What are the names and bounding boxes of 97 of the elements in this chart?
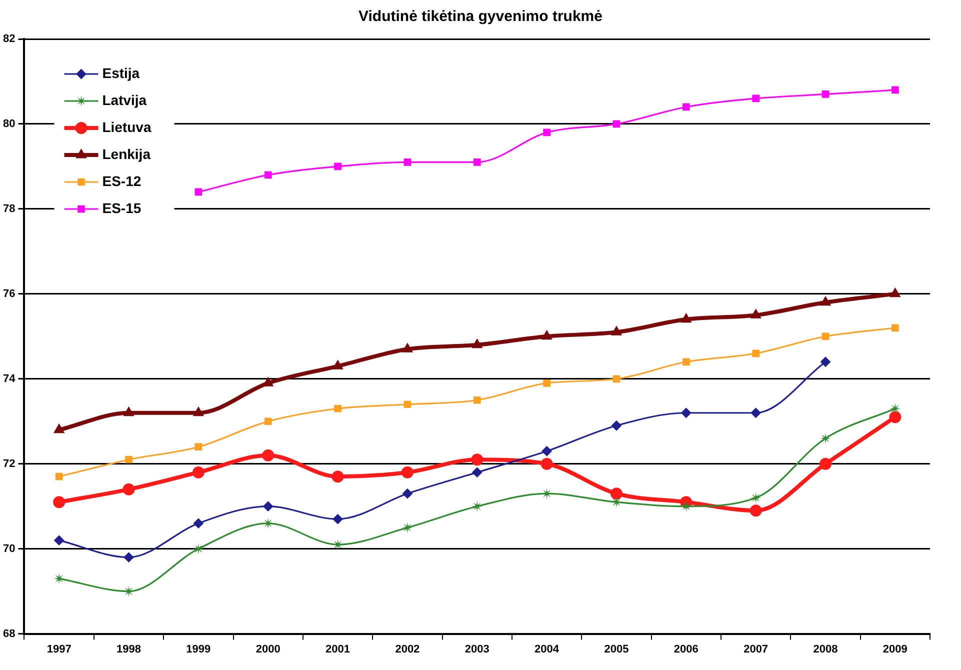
x-tick-label: 2000 bbox=[256, 643, 280, 656]
point bbox=[542, 330, 552, 340]
point bbox=[55, 472, 63, 480]
point bbox=[53, 496, 66, 508]
point bbox=[262, 449, 274, 462]
x-tick-label: 2006 bbox=[674, 643, 698, 656]
point bbox=[194, 188, 202, 196]
x-tick-label: 1998 bbox=[116, 643, 141, 656]
point bbox=[472, 338, 482, 348]
point bbox=[543, 379, 550, 387]
point bbox=[404, 400, 412, 408]
x-tick-label: 2001 bbox=[326, 643, 350, 656]
point bbox=[752, 94, 760, 102]
x-tick-label: 2003 bbox=[464, 643, 490, 656]
legend-label: Lietuva bbox=[102, 118, 152, 135]
point bbox=[194, 443, 202, 451]
point bbox=[750, 492, 762, 504]
y-tick-label: 74 bbox=[2, 372, 16, 385]
point bbox=[889, 411, 902, 424]
legend-label: ES-15 bbox=[102, 200, 142, 216]
point bbox=[610, 488, 622, 500]
point bbox=[473, 158, 481, 166]
point bbox=[264, 171, 272, 179]
point bbox=[750, 309, 762, 318]
x-tick-label: 2008 bbox=[813, 643, 838, 656]
legend-label: Estija bbox=[102, 64, 140, 81]
point bbox=[612, 120, 620, 128]
point bbox=[681, 408, 692, 418]
legend-label: ES-12 bbox=[102, 172, 142, 189]
point bbox=[402, 522, 413, 534]
legend-label: Lenkija bbox=[102, 146, 151, 162]
point bbox=[890, 288, 900, 298]
point bbox=[122, 483, 135, 496]
y-tick-label: 72 bbox=[2, 458, 16, 470]
point bbox=[193, 518, 204, 528]
point bbox=[472, 467, 482, 478]
point bbox=[264, 418, 272, 426]
x-tick-label: 2009 bbox=[882, 643, 908, 656]
point bbox=[540, 458, 553, 470]
point bbox=[125, 456, 132, 464]
point bbox=[822, 90, 830, 98]
point bbox=[401, 466, 414, 478]
point bbox=[611, 326, 622, 336]
point bbox=[404, 158, 412, 166]
point bbox=[612, 375, 620, 383]
point bbox=[542, 446, 552, 456]
point bbox=[54, 535, 64, 546]
point bbox=[193, 406, 204, 416]
point bbox=[680, 313, 692, 323]
point bbox=[123, 586, 134, 597]
point bbox=[473, 396, 481, 404]
point bbox=[611, 420, 622, 431]
point bbox=[332, 360, 344, 370]
y-tick-label: 76 bbox=[2, 288, 16, 300]
point bbox=[610, 496, 622, 508]
legend-label: Latvija bbox=[102, 92, 147, 108]
x-tick-label: 2005 bbox=[604, 643, 629, 656]
point bbox=[822, 332, 830, 340]
point bbox=[472, 500, 483, 512]
point bbox=[123, 406, 134, 416]
y-tick-label: 68 bbox=[2, 628, 16, 640]
point bbox=[820, 432, 831, 444]
point bbox=[820, 296, 831, 306]
point bbox=[682, 358, 690, 366]
point bbox=[192, 466, 204, 478]
point bbox=[750, 408, 761, 418]
chart-title: Vidutinė tikėtina gyvenimo trukmė bbox=[358, 8, 604, 25]
point bbox=[54, 573, 65, 584]
point bbox=[820, 356, 830, 367]
point bbox=[890, 403, 901, 414]
point bbox=[332, 470, 344, 483]
point bbox=[334, 162, 342, 170]
y-tick-label: 70 bbox=[2, 542, 16, 555]
point bbox=[891, 324, 899, 332]
point bbox=[750, 504, 762, 517]
x-tick-label: 2002 bbox=[395, 643, 420, 656]
point bbox=[819, 458, 832, 470]
x-tick-label: 2004 bbox=[534, 643, 560, 656]
x-tick-label: 1997 bbox=[46, 643, 72, 656]
point bbox=[543, 128, 550, 136]
point bbox=[471, 454, 484, 466]
point bbox=[124, 552, 134, 562]
y-tick-label: 78 bbox=[2, 202, 16, 215]
point bbox=[54, 424, 64, 434]
point bbox=[891, 86, 899, 94]
y-tick-label: 82 bbox=[2, 33, 16, 46]
x-tick-label: 2007 bbox=[744, 643, 768, 656]
x-tick-label: 1999 bbox=[186, 643, 211, 656]
point bbox=[263, 501, 274, 512]
point bbox=[402, 343, 413, 352]
point bbox=[402, 488, 412, 499]
point bbox=[192, 543, 204, 554]
point bbox=[334, 404, 342, 412]
point bbox=[682, 103, 690, 111]
y-tick-label: 80 bbox=[2, 118, 16, 130]
point bbox=[332, 514, 343, 524]
point bbox=[752, 350, 760, 358]
